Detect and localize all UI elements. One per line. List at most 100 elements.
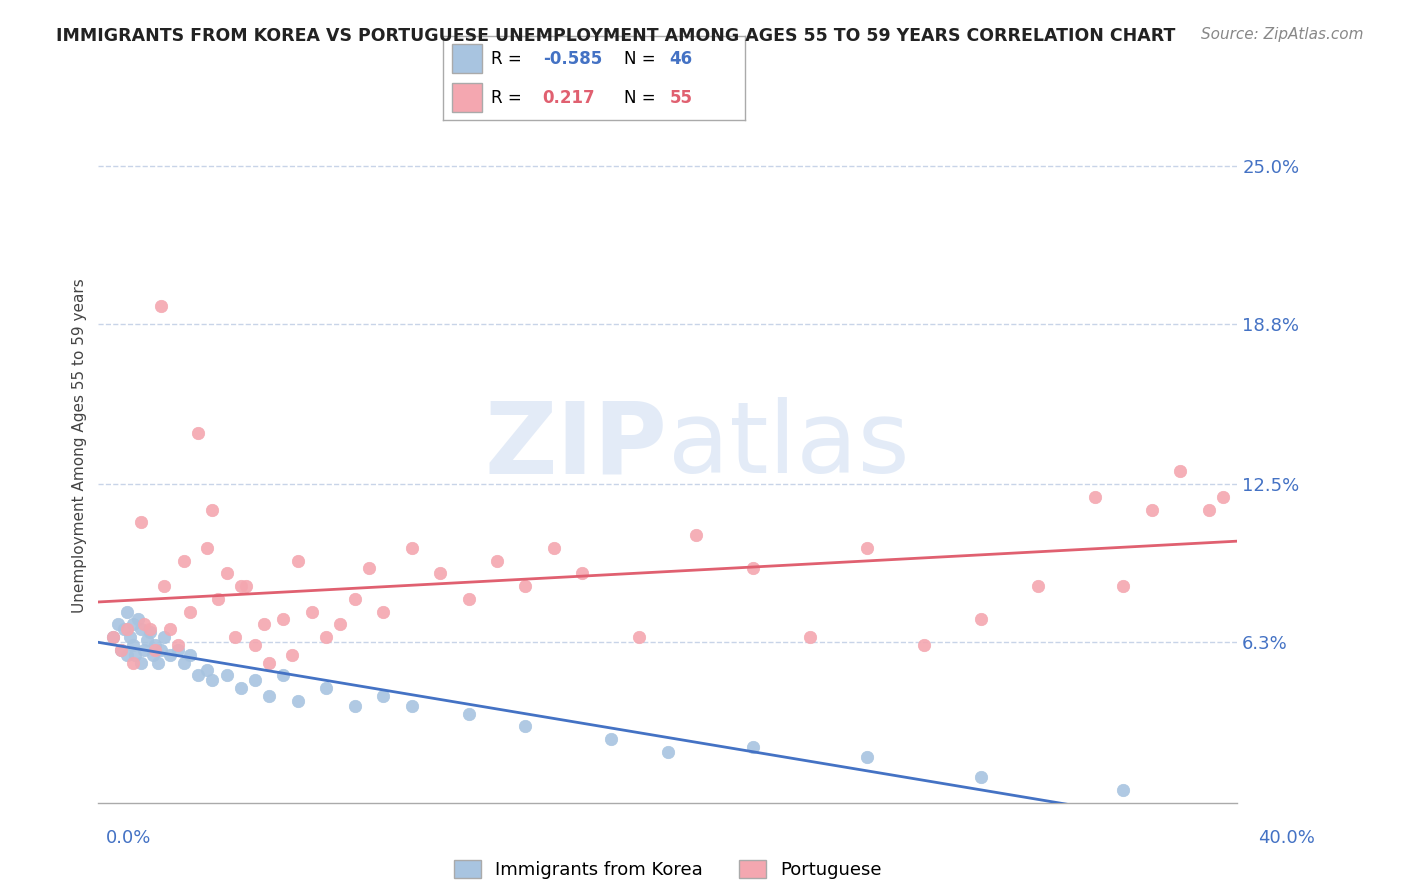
Point	[273, 668, 295, 682]
Point	[273, 612, 295, 626]
Point	[373, 605, 395, 619]
Point	[129, 656, 152, 670]
Point	[457, 706, 479, 721]
Point	[201, 502, 224, 516]
Point	[571, 566, 593, 581]
Point	[259, 689, 281, 703]
Point	[215, 566, 238, 581]
Point	[329, 617, 352, 632]
Point	[543, 541, 565, 555]
Point	[107, 617, 129, 632]
Point	[150, 299, 173, 313]
Text: 0.217: 0.217	[543, 88, 595, 106]
Point	[159, 648, 181, 662]
Point	[132, 643, 155, 657]
Point	[229, 681, 252, 695]
Point	[132, 617, 155, 632]
Point	[287, 694, 309, 708]
Point	[657, 745, 679, 759]
Point	[315, 630, 337, 644]
Point	[179, 605, 201, 619]
Point	[1112, 783, 1135, 797]
Text: 0.0%: 0.0%	[105, 829, 150, 847]
Point	[1112, 579, 1135, 593]
Point	[127, 612, 149, 626]
Y-axis label: Unemployment Among Ages 55 to 59 years: Unemployment Among Ages 55 to 59 years	[72, 278, 87, 614]
Legend: Immigrants from Korea, Portuguese: Immigrants from Korea, Portuguese	[447, 853, 889, 887]
Text: -0.585: -0.585	[543, 50, 602, 68]
Point	[101, 630, 124, 644]
Point	[115, 623, 138, 637]
Point	[281, 648, 304, 662]
Point	[1084, 490, 1107, 504]
Text: 46: 46	[669, 50, 693, 68]
Point	[1198, 502, 1220, 516]
Text: ZIP: ZIP	[485, 398, 668, 494]
Point	[215, 668, 238, 682]
Text: R =: R =	[491, 88, 527, 106]
FancyBboxPatch shape	[451, 83, 482, 112]
Text: IMMIGRANTS FROM KOREA VS PORTUGUESE UNEMPLOYMENT AMONG AGES 55 TO 59 YEARS CORRE: IMMIGRANTS FROM KOREA VS PORTUGUESE UNEM…	[56, 27, 1175, 45]
Point	[457, 591, 479, 606]
Point	[145, 643, 167, 657]
Text: atlas: atlas	[668, 398, 910, 494]
Point	[856, 750, 879, 764]
Point	[1026, 579, 1049, 593]
Point	[148, 656, 170, 670]
Point	[486, 554, 509, 568]
Point	[141, 648, 163, 662]
Point	[235, 579, 257, 593]
Point	[115, 648, 138, 662]
Point	[112, 623, 135, 637]
Point	[167, 643, 190, 657]
Point	[343, 698, 366, 713]
Point	[207, 591, 229, 606]
Text: Source: ZipAtlas.com: Source: ZipAtlas.com	[1201, 27, 1364, 42]
Point	[179, 648, 201, 662]
Point	[970, 770, 993, 784]
Point	[243, 673, 266, 688]
Point	[110, 643, 132, 657]
Point	[187, 668, 209, 682]
Point	[799, 630, 821, 644]
Point	[252, 617, 274, 632]
Point	[301, 605, 323, 619]
Point	[195, 663, 218, 677]
Point	[229, 579, 252, 593]
Point	[1170, 465, 1192, 479]
Point	[115, 605, 138, 619]
Point	[129, 623, 152, 637]
Point	[135, 632, 157, 647]
FancyBboxPatch shape	[451, 44, 482, 73]
Point	[1140, 502, 1163, 516]
Point	[150, 643, 173, 657]
Point	[118, 630, 141, 644]
Point	[373, 689, 395, 703]
Point	[195, 541, 218, 555]
Point	[742, 739, 765, 754]
Point	[121, 656, 143, 670]
Point	[167, 638, 190, 652]
Point	[600, 732, 623, 747]
Point	[121, 638, 143, 652]
Point	[912, 638, 935, 652]
Point	[628, 630, 651, 644]
Point	[515, 719, 537, 733]
Point	[153, 630, 176, 644]
Text: 55: 55	[669, 88, 693, 106]
Point	[173, 554, 195, 568]
Point	[243, 638, 266, 652]
Point	[138, 625, 160, 640]
Point	[515, 579, 537, 593]
Point	[401, 698, 423, 713]
Point	[429, 566, 451, 581]
Point	[121, 617, 143, 632]
Point	[1212, 490, 1234, 504]
Text: R =: R =	[491, 50, 527, 68]
Point	[315, 681, 337, 695]
Point	[173, 656, 195, 670]
Point	[742, 561, 765, 575]
Point	[259, 656, 281, 670]
Text: N =: N =	[624, 88, 661, 106]
Point	[357, 561, 380, 575]
